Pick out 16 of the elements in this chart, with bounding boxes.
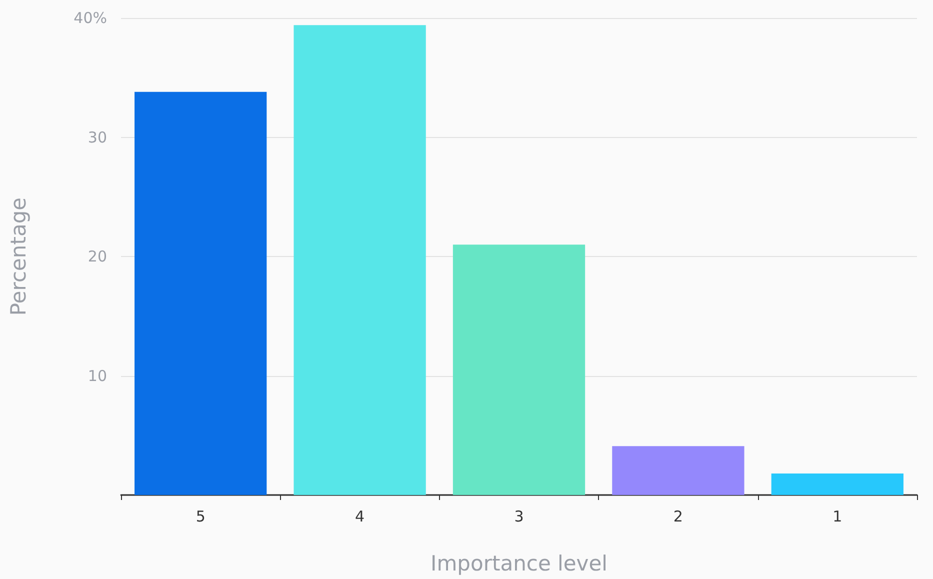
bar xyxy=(294,25,426,495)
y-axis-title: Percentage xyxy=(6,197,30,316)
y-tick-label: 30 xyxy=(88,128,107,146)
x-tick-label: 4 xyxy=(355,508,365,526)
x-tick-label: 3 xyxy=(514,508,524,526)
x-axis-title: Importance level xyxy=(430,552,608,576)
bar xyxy=(452,244,586,495)
bar xyxy=(771,474,904,495)
y-tick-label: 20 xyxy=(88,248,107,266)
x-tick-label: 5 xyxy=(196,508,206,526)
y-tick-label: 40% xyxy=(74,9,107,27)
bar xyxy=(612,446,744,495)
bar xyxy=(134,92,267,495)
y-tick-label: 10 xyxy=(88,366,107,385)
x-tick-label: 1 xyxy=(832,508,842,526)
x-tick-label: 2 xyxy=(673,508,683,526)
